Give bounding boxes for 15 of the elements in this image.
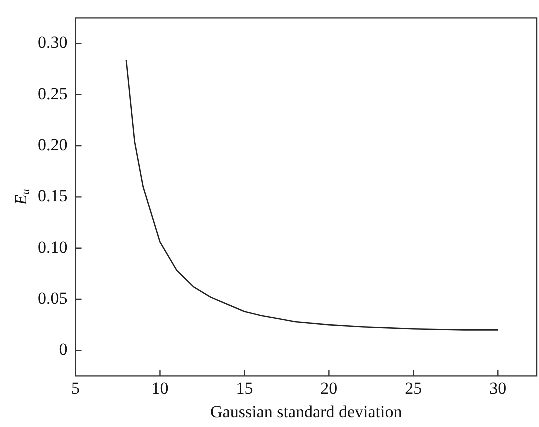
x-tick-label: 20	[320, 378, 338, 398]
x-tick-label: 25	[405, 378, 422, 398]
x-tick-label: 5	[72, 378, 80, 398]
y-tick-label: 0.20	[38, 136, 68, 155]
y-tick-label: 0.15	[38, 186, 68, 206]
y-axis-title: Eu	[11, 188, 32, 206]
x-tick-label: 10	[152, 378, 169, 398]
y-tick-label: 0	[59, 340, 68, 360]
y-tick-label: 0.05	[38, 288, 68, 308]
y-tick-label: 0.25	[38, 84, 68, 104]
y-tick-label: 0.30	[38, 33, 68, 52]
x-tick-label: 15	[236, 378, 254, 398]
y-tick-label: 0.10	[38, 238, 68, 257]
x-axis-title: Gaussian standard deviation	[210, 402, 403, 422]
x-tick-label: 30	[490, 378, 507, 398]
